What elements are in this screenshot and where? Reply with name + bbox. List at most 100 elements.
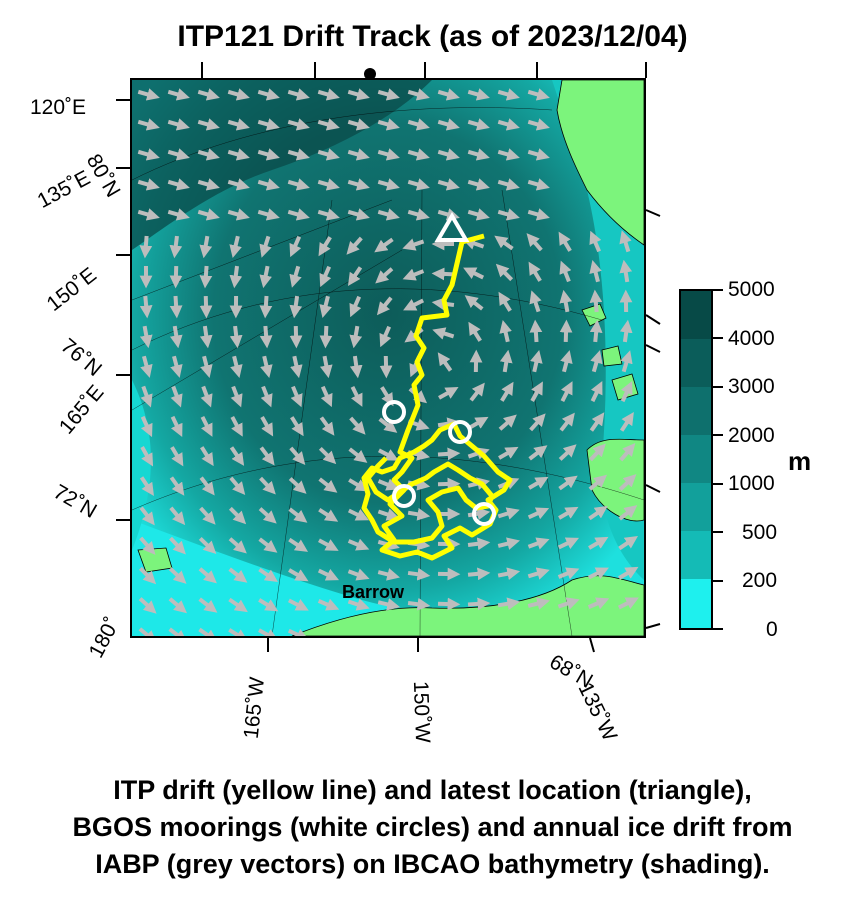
ice-drift-vector — [287, 178, 310, 191]
ice-drift-vector — [197, 118, 220, 131]
ice-drift-vector — [287, 628, 310, 636]
ice-drift-vector — [529, 319, 543, 343]
ice-drift-vector — [167, 148, 190, 161]
ice-drift-vector — [619, 319, 633, 343]
ice-drift-vector — [169, 325, 183, 349]
ice-drift-vector — [138, 566, 157, 585]
ice-drift-vector — [464, 295, 484, 311]
ice-drift-vector — [140, 446, 154, 467]
ice-drift-vector — [167, 178, 190, 191]
ice-drift-vector — [137, 148, 160, 161]
ice-drift-vector — [288, 537, 309, 552]
ice-drift-vector — [499, 349, 513, 373]
ice-drift-vector — [287, 208, 310, 221]
ice-drift-vector — [230, 385, 243, 408]
ice-drift-vector — [348, 447, 368, 463]
ice-drift-vector — [431, 267, 455, 281]
ice-drift-vector — [497, 118, 520, 131]
ice-drift-vector — [229, 265, 243, 289]
ice-drift-vector — [259, 235, 272, 258]
ice-drift-vector — [468, 321, 482, 342]
ice-drift-vector — [197, 88, 220, 101]
ice-drift-vector — [497, 567, 521, 580]
ice-drift-vector — [287, 148, 310, 161]
ice-drift-vector — [559, 319, 573, 343]
ice-drift-vector — [402, 238, 425, 251]
ice-drift-vector — [287, 118, 310, 131]
ice-drift-vector — [168, 597, 188, 614]
colorbar-tick — [713, 580, 723, 582]
place-label-barrow: Barrow — [342, 582, 405, 602]
ice-drift-vector — [258, 507, 277, 524]
ice-drift-vector — [318, 477, 338, 493]
ice-drift-vector — [319, 295, 332, 318]
ice-drift-vector — [200, 355, 213, 378]
ice-drift-vector — [559, 289, 573, 313]
ice-drift-vector — [317, 598, 340, 611]
ice-drift-vector — [432, 327, 455, 340]
ice-drift-vector — [320, 355, 333, 379]
ice-drift-vector — [497, 597, 521, 611]
colorbar-tick — [713, 483, 723, 485]
ice-drift-vector — [228, 628, 249, 636]
ice-drift-vector — [137, 178, 160, 191]
ice-drift-vector — [319, 416, 335, 436]
ice-drift-vector — [259, 295, 273, 319]
ice-drift-vector — [437, 118, 460, 131]
ice-drift-vector — [559, 412, 575, 432]
ice-drift-vector — [170, 415, 183, 437]
ice-drift-vector — [618, 505, 638, 521]
ice-drift-vector — [587, 567, 609, 580]
ice-drift-vector — [377, 448, 399, 461]
ice-drift-vector — [199, 325, 213, 349]
ice-drift-vector — [288, 507, 308, 523]
ice-drift-vector — [167, 208, 190, 221]
ice-drift-vector — [529, 290, 542, 313]
map-canvas[interactable]: Barrow — [132, 80, 644, 636]
ice-drift-vector — [468, 416, 489, 430]
colorbar-tick — [713, 628, 723, 630]
ice-drift-vector — [319, 265, 332, 288]
ice-drift-vector — [374, 237, 394, 253]
colorbar-tick — [713, 289, 723, 291]
ice-drift-vector — [437, 88, 460, 101]
ice-drift-vector — [618, 566, 639, 580]
ice-drift-vector — [258, 537, 278, 553]
ice-drift-vector — [618, 474, 637, 491]
itp-drift-track — [361, 233, 513, 561]
ice-drift-vector — [139, 506, 155, 526]
ice-drift-vector — [199, 476, 215, 496]
ice-drift-vector — [347, 208, 370, 221]
ice-drift-vector — [407, 178, 430, 191]
ice-drift-vector — [557, 537, 580, 550]
ice-drift-vector — [290, 355, 303, 379]
ice-drift-vector — [379, 325, 392, 348]
colorbar-tick — [713, 434, 723, 436]
ice-drift-vector — [170, 446, 184, 467]
ice-drift-vector — [290, 385, 303, 408]
colorbar-label: 200 — [742, 569, 778, 592]
ice-drift-vector — [559, 260, 572, 283]
ice-drift-vector — [407, 118, 430, 131]
ice-drift-vector — [169, 536, 186, 555]
map-panel[interactable]: Barrow — [130, 78, 646, 638]
ice-drift-vector — [588, 505, 608, 521]
ice-drift-vector — [349, 355, 363, 379]
ice-drift-vector — [169, 506, 186, 526]
lon-label-120e: 120˚E — [30, 96, 87, 119]
ice-drift-vector — [407, 567, 431, 581]
ice-drift-vector — [319, 325, 333, 349]
ice-drift-vector — [139, 235, 153, 259]
ice-drift-vector — [317, 208, 340, 221]
colorbar-tick — [713, 337, 723, 339]
ice-drift-vector — [228, 537, 247, 554]
ice-drift-vector — [527, 597, 550, 610]
ice-drift-vector — [589, 412, 605, 432]
ice-drift-vector — [349, 325, 363, 349]
ice-drift-vector — [402, 268, 425, 281]
ice-drift-vector — [290, 416, 304, 437]
colorbar-label: 5000 — [728, 278, 775, 301]
land-banks-island — [586, 438, 644, 522]
ice-drift-vector — [257, 118, 280, 131]
ice-drift-vector — [260, 416, 274, 437]
